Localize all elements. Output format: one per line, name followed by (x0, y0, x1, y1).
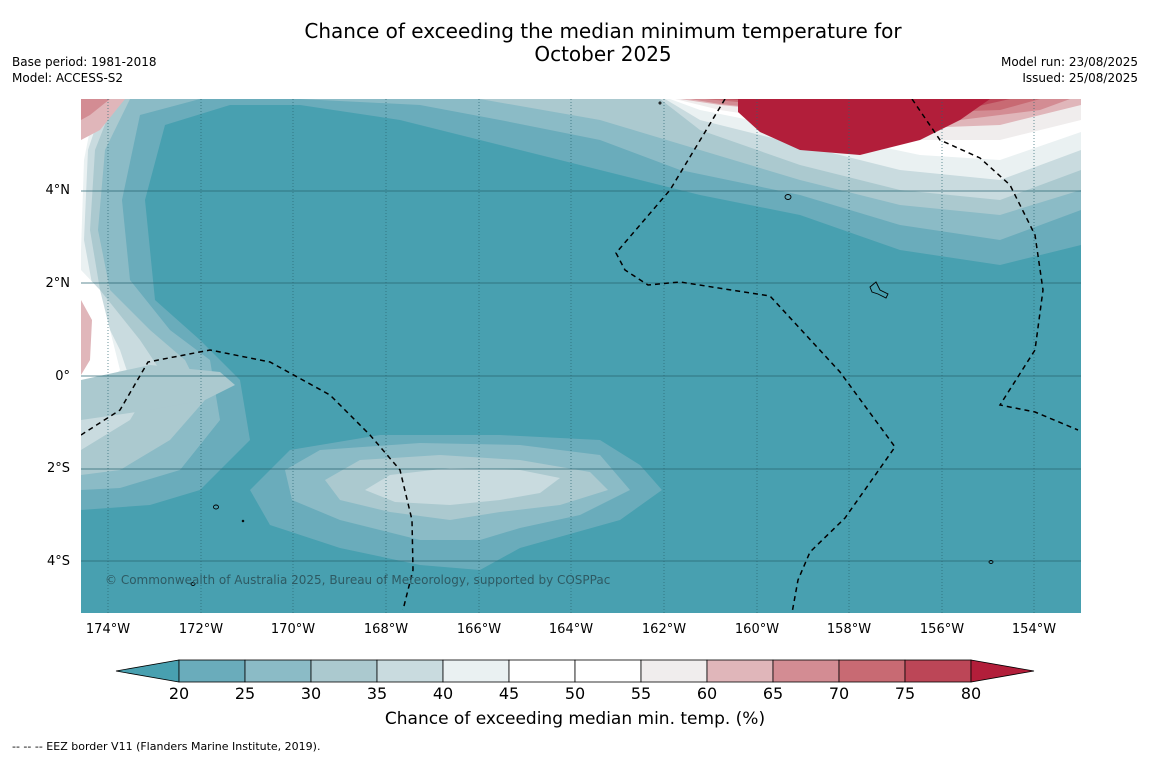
lon-label-174w: 174°W (85, 622, 131, 637)
island-outline (784, 194, 792, 200)
colorbar-extend-high (970, 659, 1035, 683)
chart-title: Chance of exceeding the median minimum t… (250, 20, 956, 66)
base-period: Base period: 1981-2018 (12, 55, 157, 69)
colorbar-label-65: 65 (762, 684, 784, 703)
colorbar-bin (310, 659, 378, 683)
colorbar-bin (838, 659, 906, 683)
colorbar-label-35: 35 (366, 684, 388, 703)
colorbar-label-80: 80 (960, 684, 982, 703)
lon-label-164w: 164°W (548, 622, 594, 637)
colorbar-label-60: 60 (696, 684, 718, 703)
lat-label-4n: 4°N (45, 183, 71, 198)
island-outline (988, 560, 994, 564)
island-outline (658, 101, 662, 105)
colorbar-label-75: 75 (894, 684, 916, 703)
islands (190, 101, 994, 586)
lon-label-166w: 166°W (456, 622, 502, 637)
model-name: Model: ACCESS-S2 (12, 71, 124, 85)
lon-label-158w: 158°W (826, 622, 872, 637)
colorbar-extend-low (115, 659, 180, 683)
contour-west-band (81, 365, 235, 420)
colorbar-bin (244, 659, 312, 683)
eez-legend-note: -- -- -- EEZ border V11 (Flanders Marine… (12, 740, 321, 753)
colorbar-label-20: 20 (168, 684, 190, 703)
eez-border-west (81, 349, 414, 611)
lon-label-154w: 154°W (1011, 622, 1057, 637)
lat-label-4s: 4°S (46, 554, 70, 569)
colorbar-bin (508, 659, 576, 683)
latitude-gridlines (81, 190, 1081, 562)
lat-label-2s: 2°S (46, 461, 70, 476)
lat-label-2n: 2°N (45, 276, 71, 291)
eez-border-central (615, 99, 896, 613)
colorbar-bin (178, 659, 246, 683)
contour-south-40 (365, 468, 560, 505)
model-run: Model run: 23/08/2025 (1000, 55, 1138, 69)
colorbar-title: Chance of exceeding median min. temp. (%… (384, 709, 766, 729)
copyright-notice: © Commonwealth of Australia 2025, Bureau… (105, 573, 610, 587)
contour-band-30 (81, 99, 1081, 490)
colorbar-label-40: 40 (432, 684, 454, 703)
title-line-2: October 2025 (534, 42, 672, 66)
metadata-left: Base period: 1981-2018 Model: ACCESS-S2 (12, 54, 157, 86)
colorbar-label-55: 55 (630, 684, 652, 703)
colorbar-bin (640, 659, 708, 683)
lon-label-162w: 162°W (641, 622, 687, 637)
island-outline (190, 582, 196, 586)
lat-label-0: 0° (55, 369, 70, 384)
metadata-right: Model run: 23/08/2025 Issued: 25/08/2025 (1001, 54, 1138, 86)
lon-label-156w: 156°W (919, 622, 965, 637)
colorbar-label-45: 45 (498, 684, 520, 703)
lon-label-160w: 160°W (734, 622, 780, 637)
issued-date: Issued: 25/08/2025 (1022, 71, 1138, 85)
island-outline (213, 504, 219, 510)
colorbar-label-70: 70 (828, 684, 850, 703)
colorbar (115, 659, 1035, 683)
colorbar-bin (706, 659, 774, 683)
colorbar-bin (772, 659, 840, 683)
lon-label-168w: 168°W (363, 622, 409, 637)
colorbar-label-30: 30 (300, 684, 322, 703)
colorbar-bin (904, 659, 972, 683)
colorbar-label-25: 25 (234, 684, 256, 703)
colorbar-bin (574, 659, 642, 683)
lon-label-170w: 170°W (270, 622, 316, 637)
lon-label-172w: 172°W (178, 622, 224, 637)
colorbar-label-50: 50 (564, 684, 586, 703)
island-outline (869, 281, 889, 299)
colorbar-bin (376, 659, 444, 683)
contour-band-above-80 (738, 99, 990, 155)
eez-borders (81, 99, 1079, 613)
eez-border-east (911, 99, 1079, 431)
island-outline (241, 519, 245, 523)
colorbar-bin (442, 659, 510, 683)
map-panel (81, 99, 1081, 613)
title-line-1: Chance of exceeding the median minimum t… (304, 19, 902, 43)
